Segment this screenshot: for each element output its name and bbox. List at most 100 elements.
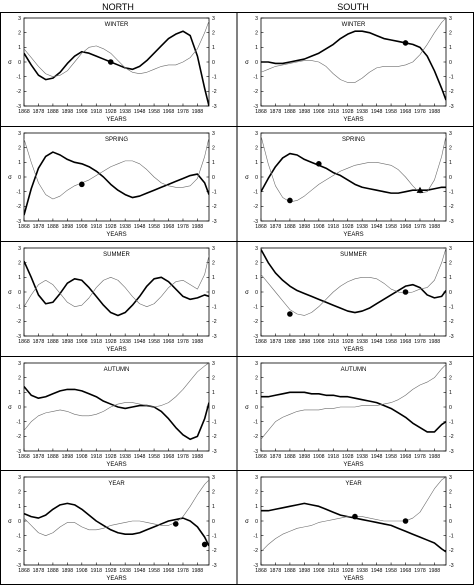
chart-panel-south-autumn: AUTUMN -3 -3 -2 -2 -1 -1 0 0 1 1 2 2 3 3 1868 1878 1888 18…	[245, 361, 454, 468]
x-tick-label: 1928	[342, 109, 354, 115]
x-tick-label: 1988	[192, 339, 204, 345]
panel-title: AUTUMN	[341, 367, 367, 373]
y-tick-label: 2	[255, 489, 258, 495]
y-tick-label-right: 0	[212, 175, 215, 181]
y-tick-label: -3	[253, 104, 258, 110]
y-tick-label: 3	[18, 361, 21, 367]
y-tick-label: 3	[255, 475, 258, 481]
chart-panel-north-year: YEAR -3 -3 -2 -2 -1 -1 0 0 1 1 2 2 3 3 1868 1878 1888 1898…	[8, 475, 217, 582]
y-tick-label-right: 3	[212, 246, 215, 252]
y-tick-label-right: 3	[212, 361, 215, 367]
x-tick-label: 1908	[76, 224, 88, 230]
series-group	[24, 137, 209, 216]
x-tick-label: 1958	[385, 454, 397, 460]
y-tick-label-right: 1	[449, 160, 452, 166]
y-axis-label: σ	[8, 519, 12, 525]
x-tick-label: 1938	[356, 109, 368, 115]
y-tick-label: 0	[18, 405, 21, 411]
x-tick-label: 1938	[356, 339, 368, 345]
x-tick-label: 1898	[299, 109, 311, 115]
north-column-header: NORTH	[102, 2, 134, 12]
y-tick-label: 1	[255, 275, 258, 281]
chart-panel-south-year: YEAR -3 -3 -2 -2 -1 -1 0 0 1 1 2 2 3 3 1868 1878 1888 1898…	[245, 475, 454, 582]
y-axis-label: σ	[245, 175, 249, 181]
y-tick-label-right: 3	[212, 131, 215, 137]
y-tick-label: -1	[16, 533, 21, 539]
x-tick-label: 1898	[299, 224, 311, 230]
y-tick-label: 2	[18, 145, 21, 151]
y-tick-label-right: -1	[212, 533, 217, 539]
x-tick-label: 1908	[76, 109, 88, 115]
y-axis-label: σ	[245, 60, 249, 66]
y-tick-label-right: -1	[212, 419, 217, 425]
y-tick-label: 1	[18, 390, 21, 396]
x-tick-label: 1868	[255, 109, 267, 115]
chart-panel-north-winter: WINTER -3 -3 -2 -2 -1 -1 0 0 1 1 2 2 3 3 1868 1878 1888 18…	[8, 16, 217, 123]
x-tick-label: 1928	[342, 568, 354, 574]
x-tick-label: 1928	[105, 224, 117, 230]
y-tick-label: 1	[255, 504, 258, 510]
x-tick-label: 1968	[400, 109, 412, 115]
y-tick-label: 0	[18, 519, 21, 525]
x-tick-label: 1978	[414, 339, 426, 345]
x-tick-label: 1988	[429, 454, 441, 460]
x-tick-label: 1938	[119, 109, 131, 115]
y-tick-label-right: 1	[212, 45, 215, 51]
y-tick-label: -2	[16, 204, 21, 210]
series-group	[261, 364, 446, 440]
circle-marker	[79, 181, 85, 188]
y-tick-label-right: 3	[212, 475, 215, 481]
y-tick-label-right: 1	[212, 390, 215, 396]
y-tick-label-right: -1	[212, 304, 217, 310]
y-tick-label: 2	[255, 30, 258, 36]
y-tick-label: -2	[16, 89, 21, 95]
plot-frame	[260, 247, 447, 337]
y-tick-label: -3	[253, 449, 258, 455]
y-tick-label: -2	[16, 434, 21, 440]
x-tick-label: 1938	[119, 224, 131, 230]
y-tick-label-right: -3	[212, 334, 217, 340]
y-tick-label: 3	[255, 131, 258, 137]
chart-panel-north-autumn: AUTUMN -3 -3 -2 -2 -1 -1 0 0 1 1 2 2 3 3 1868 1878 1888 18…	[8, 361, 217, 468]
thick-series-line	[24, 260, 209, 317]
y-tick-label: 2	[18, 260, 21, 266]
y-tick-label: 0	[255, 519, 258, 525]
x-tick-label: 1908	[313, 568, 325, 574]
y-tick-label-right: -3	[212, 449, 217, 455]
x-tick-label: 1968	[163, 568, 175, 574]
x-tick-label: 1928	[105, 454, 117, 460]
y-tick-label-right: 0	[212, 519, 215, 525]
y-tick-label-right: -3	[449, 449, 454, 455]
y-tick-label: 1	[18, 45, 21, 51]
x-tick-label: 1928	[342, 339, 354, 345]
y-tick-label: 1	[255, 45, 258, 51]
y-tick-label: 2	[255, 375, 258, 381]
x-tick-label: 1958	[148, 568, 160, 574]
x-tick-label: 1918	[327, 454, 339, 460]
x-tick-label: 1978	[414, 109, 426, 115]
x-tick-label: 1888	[47, 224, 59, 230]
y-tick-label: -2	[253, 319, 258, 325]
y-tick-label-right: -2	[449, 319, 454, 325]
x-axis-label: YEARS	[343, 347, 363, 353]
x-tick-label: 1948	[134, 454, 146, 460]
thick-series-line	[261, 391, 446, 433]
x-tick-label: 1878	[270, 224, 282, 230]
y-tick-label: 1	[18, 275, 21, 281]
y-tick-label: -1	[253, 189, 258, 195]
x-tick-label: 1968	[163, 224, 175, 230]
x-tick-label: 1968	[163, 454, 175, 460]
x-tick-label: 1968	[163, 339, 175, 345]
y-tick-label-right: -1	[212, 189, 217, 195]
y-axis-label: σ	[8, 175, 12, 181]
y-tick-label-right: 2	[449, 489, 452, 495]
x-tick-label: 1988	[429, 568, 441, 574]
y-tick-label-right: 2	[449, 375, 452, 381]
y-tick-label: -2	[253, 89, 258, 95]
thin-series-line	[261, 248, 446, 316]
x-tick-label: 1908	[313, 339, 325, 345]
x-tick-label: 1918	[327, 339, 339, 345]
x-tick-label: 1868	[255, 339, 267, 345]
x-tick-label: 1978	[414, 568, 426, 574]
